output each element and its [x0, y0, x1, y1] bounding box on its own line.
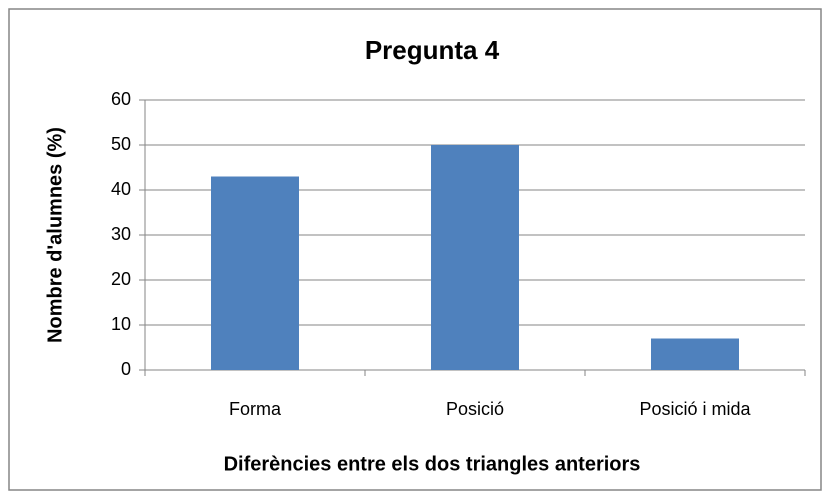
x-tick-label: Forma	[229, 399, 282, 419]
chart-frame	[8, 8, 822, 491]
chart-title: Pregunta 4	[365, 35, 500, 65]
y-tick-label: 0	[121, 359, 131, 379]
y-tick-label: 30	[111, 224, 131, 244]
y-tick-label: 50	[111, 134, 131, 154]
x-axis-title: Diferències entre els dos triangles ante…	[224, 453, 641, 475]
bar	[211, 176, 299, 370]
y-tick-label: 20	[111, 269, 131, 289]
x-tick-label: Posició i mida	[639, 399, 751, 419]
bar	[431, 145, 519, 370]
x-tick-label: Posició	[446, 399, 504, 419]
y-axis-title: Nombre d'alumnes (%)	[44, 127, 66, 343]
y-tick-label: 40	[111, 179, 131, 199]
bar	[651, 338, 739, 370]
y-tick-label: 60	[111, 89, 131, 109]
y-tick-label: 10	[111, 314, 131, 334]
